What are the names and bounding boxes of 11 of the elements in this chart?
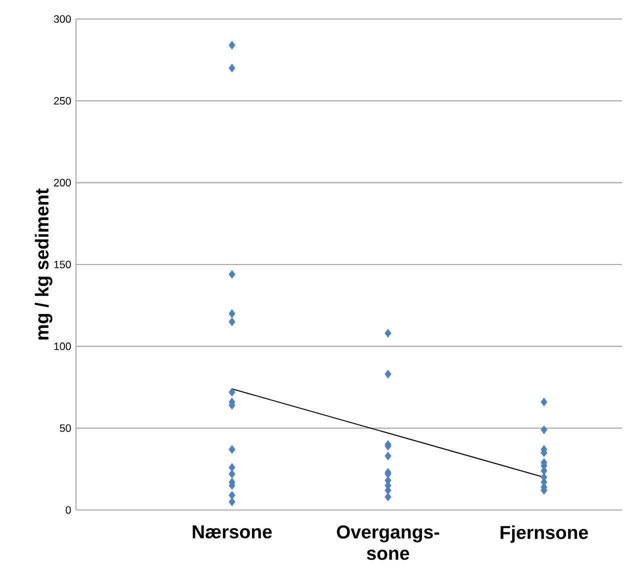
y-tick-label: 300 bbox=[54, 15, 71, 23]
y-tick-label: 200 bbox=[54, 178, 71, 186]
x-tick-label: Overgangs- sone bbox=[336, 525, 440, 560]
y-tick-label: 0 bbox=[66, 506, 71, 514]
y-tick-label: 100 bbox=[54, 342, 71, 350]
y-tick-label: 150 bbox=[54, 260, 71, 268]
x-tick-label: Nærsone bbox=[192, 525, 272, 538]
y-tick-label: 50 bbox=[60, 424, 71, 432]
y-tick-label: 250 bbox=[54, 97, 71, 105]
y-axis-title: mg / kg sediment bbox=[34, 188, 52, 340]
x-tick-label: Fjernsone bbox=[500, 525, 588, 543]
